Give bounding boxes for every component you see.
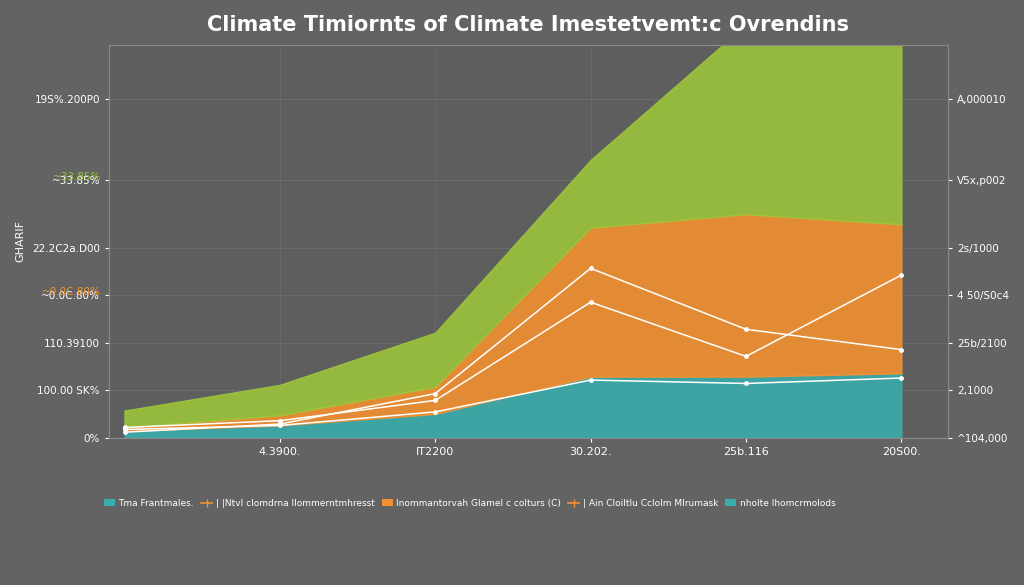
Legend: Tma Frantmales., | |Ntvl clomdrna Ilommerntmhresst, Inommantorvah Glamel c coltu: Tma Frantmales., | |Ntvl clomdrna Ilomme…: [100, 495, 839, 512]
Y-axis label: GHARIF: GHARIF: [15, 221, 25, 262]
Text: ~33.85%: ~33.85%: [52, 173, 101, 183]
Title: Climate Timiornts of Climate Imestetvemt:c Ovrendins: Climate Timiornts of Climate Imestetvemt…: [208, 15, 850, 35]
Text: ~0.0C.80%: ~0.0C.80%: [42, 287, 101, 297]
